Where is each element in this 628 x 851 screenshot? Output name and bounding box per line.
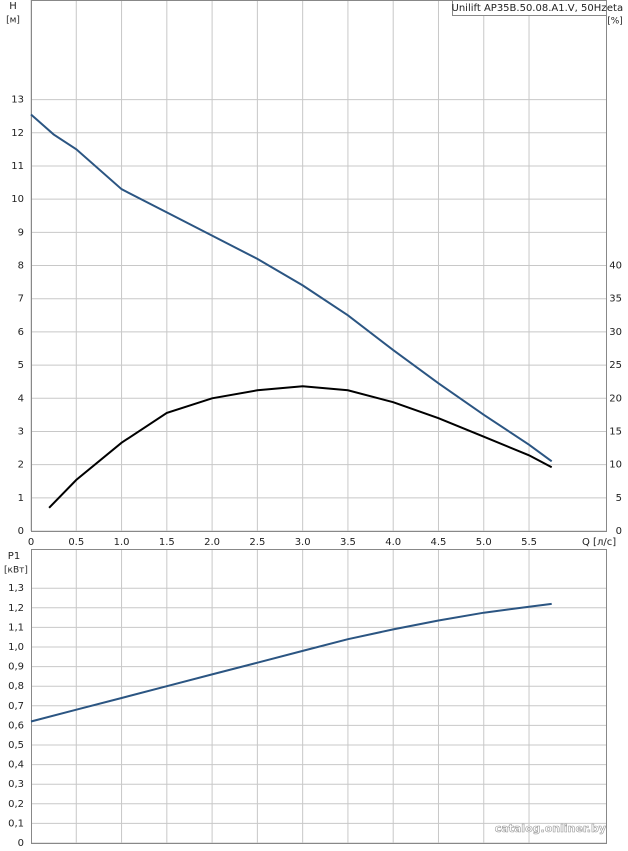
x-tick-label: 2.0 — [204, 537, 220, 548]
y-tick-label: 0,6 — [8, 720, 24, 731]
x-tick-label: 5.5 — [521, 537, 537, 548]
series-line — [30, 113, 553, 463]
y2-tick-label: 40 — [609, 261, 622, 272]
series-line — [48, 385, 553, 509]
x-tick-label: 3.5 — [340, 537, 356, 548]
y-tick-label: 7 — [18, 294, 24, 305]
y-tick-label: 12 — [11, 128, 24, 139]
x-tick-label: 1.5 — [159, 537, 175, 548]
y-label: H — [9, 1, 17, 12]
y2-tick-label: 20 — [609, 393, 622, 404]
y2-unit: [%] — [607, 17, 623, 27]
y-tick-label: 1,1 — [8, 622, 24, 633]
y2-tick-label: 15 — [609, 426, 622, 437]
y-tick-label: 11 — [11, 161, 24, 172]
y-tick-label: 1,0 — [8, 642, 24, 653]
x-tick-label: 3.0 — [295, 537, 311, 548]
y-tick-label: 0,4 — [8, 760, 24, 771]
x-tick-label: 5.0 — [476, 537, 492, 548]
y-tick-label: 0,1 — [8, 818, 24, 829]
y2-tick-label: 0 — [616, 526, 622, 537]
watermark: catalog.onliner.by — [495, 822, 606, 835]
y-tick-label: 1,3 — [8, 583, 24, 594]
y2-tick-label: 10 — [609, 460, 622, 471]
y2-tick-label: 25 — [609, 360, 622, 371]
y-tick-label: 0,2 — [8, 799, 24, 810]
y-tick-label: 0,5 — [8, 740, 24, 751]
title-box — [452, 0, 607, 16]
y-tick-label: 0,3 — [8, 779, 24, 790]
y-tick-label: 5 — [18, 360, 24, 371]
x-label: Q [л/с] — [582, 537, 616, 548]
top-frame — [31, 0, 607, 532]
y-tick-label: 9 — [18, 227, 24, 238]
y2-tick-label: 35 — [609, 294, 622, 305]
chart-title: Unilift AP35B.50.08.A1.V, 50Hz — [452, 3, 607, 14]
x-tick-label: 4.5 — [431, 537, 447, 548]
y-tick-label: 0 — [18, 838, 24, 849]
y-tick-label: 3 — [18, 426, 24, 437]
x-tick-label: 4.0 — [385, 537, 401, 548]
series-line — [30, 602, 552, 723]
y-tick-label: 10 — [11, 194, 24, 205]
y-tick-label: 1,2 — [8, 603, 24, 614]
y-tick-label: 1 — [18, 493, 24, 504]
x-tick-label: 2.5 — [249, 537, 265, 548]
y2-tick-label: 5 — [616, 493, 622, 504]
y2-tick-label: 30 — [609, 327, 622, 338]
y-unit: [кВт] — [4, 566, 28, 576]
y-tick-label: 0,7 — [8, 701, 24, 712]
y-unit: [м] — [6, 16, 20, 26]
x-tick-label: 1.0 — [114, 537, 130, 548]
x-tick-label: 0 — [28, 537, 34, 548]
y-tick-label: 4 — [18, 393, 24, 404]
bottom-frame — [31, 549, 607, 844]
x-tick-label: 0.5 — [68, 537, 84, 548]
y-tick-label: 0,9 — [8, 662, 24, 673]
y-label: P1 — [8, 551, 20, 562]
y-tick-label: 0,8 — [8, 681, 24, 692]
y-tick-label: 6 — [18, 327, 24, 338]
y-tick-label: 0 — [18, 526, 24, 537]
y-tick-label: 2 — [18, 460, 24, 471]
y-tick-label: 8 — [18, 261, 24, 272]
y-tick-label: 13 — [11, 95, 24, 106]
y2-label: eta — [607, 3, 623, 14]
